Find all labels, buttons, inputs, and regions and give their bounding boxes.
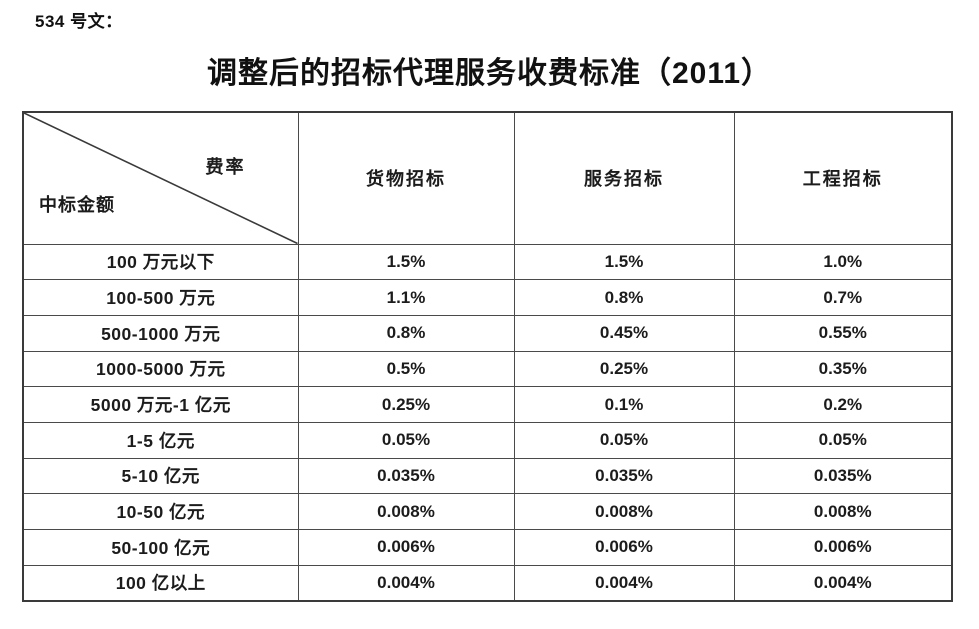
- column-header-services: 服务招标: [513, 111, 735, 245]
- rate-cell: 0.55%: [733, 314, 953, 352]
- fee-rate-table: 费率 中标金额 货物招标 服务招标 工程招标 100 万元以下 1.5% 1.5% 1…: [22, 111, 953, 602]
- table-row: 10-50 亿元 0.008% 0.008% 0.008%: [22, 493, 953, 530]
- corner-header-cell: 费率 中标金额: [22, 111, 299, 245]
- row-amount-range: 5000 万元-1 亿元: [22, 386, 299, 423]
- table-row: 5000 万元-1 亿元 0.25% 0.1% 0.2%: [22, 386, 953, 423]
- rate-cell: 0.05%: [513, 421, 735, 459]
- rate-cell: 0.7%: [733, 279, 953, 316]
- row-amount-range: 10-50 亿元: [22, 493, 299, 530]
- row-amount-range: 500-1000 万元: [22, 314, 299, 352]
- rate-cell: 0.8%: [513, 279, 735, 316]
- rate-cell: 0.25%: [513, 350, 735, 388]
- rate-cell: 0.035%: [297, 457, 515, 495]
- row-amount-range: 100 亿以上: [22, 564, 299, 602]
- column-header-engineering: 工程招标: [733, 111, 953, 245]
- corner-amount-label: 中标金额: [39, 195, 115, 215]
- diagonal-divider-line: [24, 113, 298, 244]
- page-title: 调整后的招标代理服务收费标准（2011）: [206, 57, 773, 90]
- rate-cell: 1.5%: [297, 243, 515, 281]
- rate-cell: 0.25%: [297, 386, 515, 423]
- table-row: 100-500 万元 1.1% 0.8% 0.7%: [22, 279, 953, 316]
- rate-cell: 0.05%: [297, 421, 515, 459]
- row-amount-range: 100-500 万元: [22, 279, 299, 316]
- table-row: 1-5 亿元 0.05% 0.05% 0.05%: [22, 421, 953, 459]
- row-amount-range: 1-5 亿元: [22, 421, 299, 459]
- rate-cell: 0.006%: [513, 529, 735, 566]
- rate-cell: 0.8%: [297, 314, 515, 352]
- rate-cell: 0.004%: [733, 564, 953, 602]
- table-row: 1000-5000 万元 0.5% 0.25% 0.35%: [22, 350, 953, 388]
- row-amount-range: 5-10 亿元: [22, 457, 299, 495]
- table-row: 5-10 亿元 0.035% 0.035% 0.035%: [22, 457, 953, 495]
- rate-cell: 0.008%: [513, 493, 735, 530]
- doc-number: 534 号文：: [35, 12, 123, 31]
- table-row: 100 万元以下 1.5% 1.5% 1.0%: [22, 243, 953, 281]
- rate-cell: 0.006%: [297, 529, 515, 566]
- rate-cell: 0.004%: [513, 564, 735, 602]
- rate-cell: 0.05%: [733, 421, 953, 459]
- rate-cell: 0.5%: [297, 350, 515, 388]
- rate-cell: 0.035%: [733, 457, 953, 495]
- rate-cell: 0.2%: [733, 386, 953, 423]
- row-amount-range: 1000-5000 万元: [22, 350, 299, 388]
- rate-cell: 0.035%: [513, 457, 735, 495]
- table-body: 100 万元以下 1.5% 1.5% 1.0% 100-500 万元 1.1% 0.8% 0.…: [22, 243, 953, 602]
- rate-cell: 1.0%: [733, 243, 953, 281]
- rate-cell: 0.35%: [733, 350, 953, 388]
- header-row: 费率 中标金额 货物招标 服务招标 工程招标: [22, 111, 953, 245]
- table-row: 100 亿以上 0.004% 0.004% 0.004%: [22, 564, 953, 602]
- rate-cell: 1.1%: [297, 279, 515, 316]
- rate-cell: 0.008%: [733, 493, 953, 530]
- table-row: 500-1000 万元 0.8% 0.45% 0.55%: [22, 314, 953, 352]
- rate-cell: 0.1%: [513, 386, 735, 423]
- rate-cell: 0.45%: [513, 314, 735, 352]
- rate-cell: 0.004%: [297, 564, 515, 602]
- row-amount-range: 50-100 亿元: [22, 529, 299, 566]
- row-amount-range: 100 万元以下: [22, 243, 299, 281]
- rate-cell: 1.5%: [513, 243, 735, 281]
- table-row: 50-100 亿元 0.006% 0.006% 0.006%: [22, 529, 953, 566]
- corner-rate-label: 费率: [205, 157, 246, 177]
- rate-cell: 0.008%: [297, 493, 515, 530]
- rate-cell: 0.006%: [733, 529, 953, 566]
- column-header-goods: 货物招标: [297, 111, 515, 245]
